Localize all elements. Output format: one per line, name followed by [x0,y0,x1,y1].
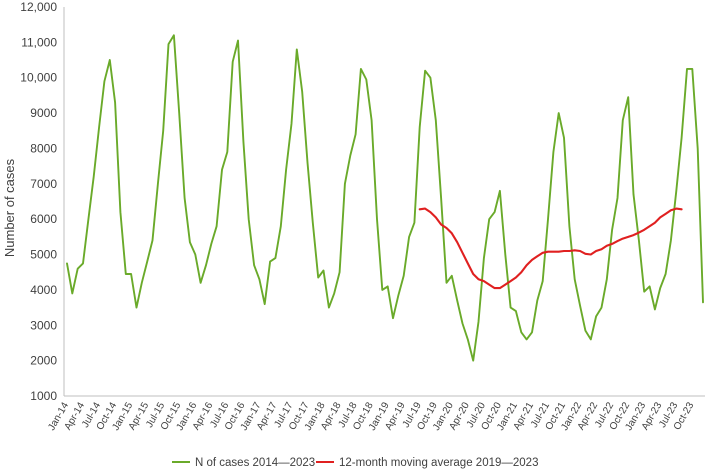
y-tick-label: 3000 [30,318,57,332]
legend-label-cases: N of cases 2014—2023 [195,457,315,469]
y-axis-title: Number of cases [2,158,17,257]
y-axis: 1000 2000 3000 4000 5000 6000 7000 8000 9000 10,0… [20,0,65,403]
y-tick-label: 6000 [30,212,57,226]
legend-item-moving-average: 12-month moving average 2019—2023 [316,457,538,469]
y-tick-label: 12,000 [20,0,57,14]
y-tick-label: 5000 [30,248,57,262]
y-tick-label: 4000 [30,283,57,297]
y-tick-label: 1000 [30,389,57,403]
series-lines [66,34,704,362]
y-tick-label: 11,000 [21,35,57,49]
series-line-cases [66,34,704,362]
y-tick-label: 8000 [30,141,57,155]
series-line-moving-average [418,207,683,290]
x-axis: Jan-14Apr-14Jul-14Oct-14Jan-15Apr-15Jul-… [46,395,705,433]
y-tick-label: 9000 [30,106,57,120]
legend-item-cases: N of cases 2014—2023 [172,457,315,469]
y-tick-label: 2000 [30,354,57,368]
y-tick-label: 7000 [30,177,57,191]
y-tick-label: 10,000 [20,71,57,85]
legend-label-moving-average: 12-month moving average 2019—2023 [339,457,538,469]
legend: N of cases 2014—2023 12-month moving ave… [172,457,538,469]
